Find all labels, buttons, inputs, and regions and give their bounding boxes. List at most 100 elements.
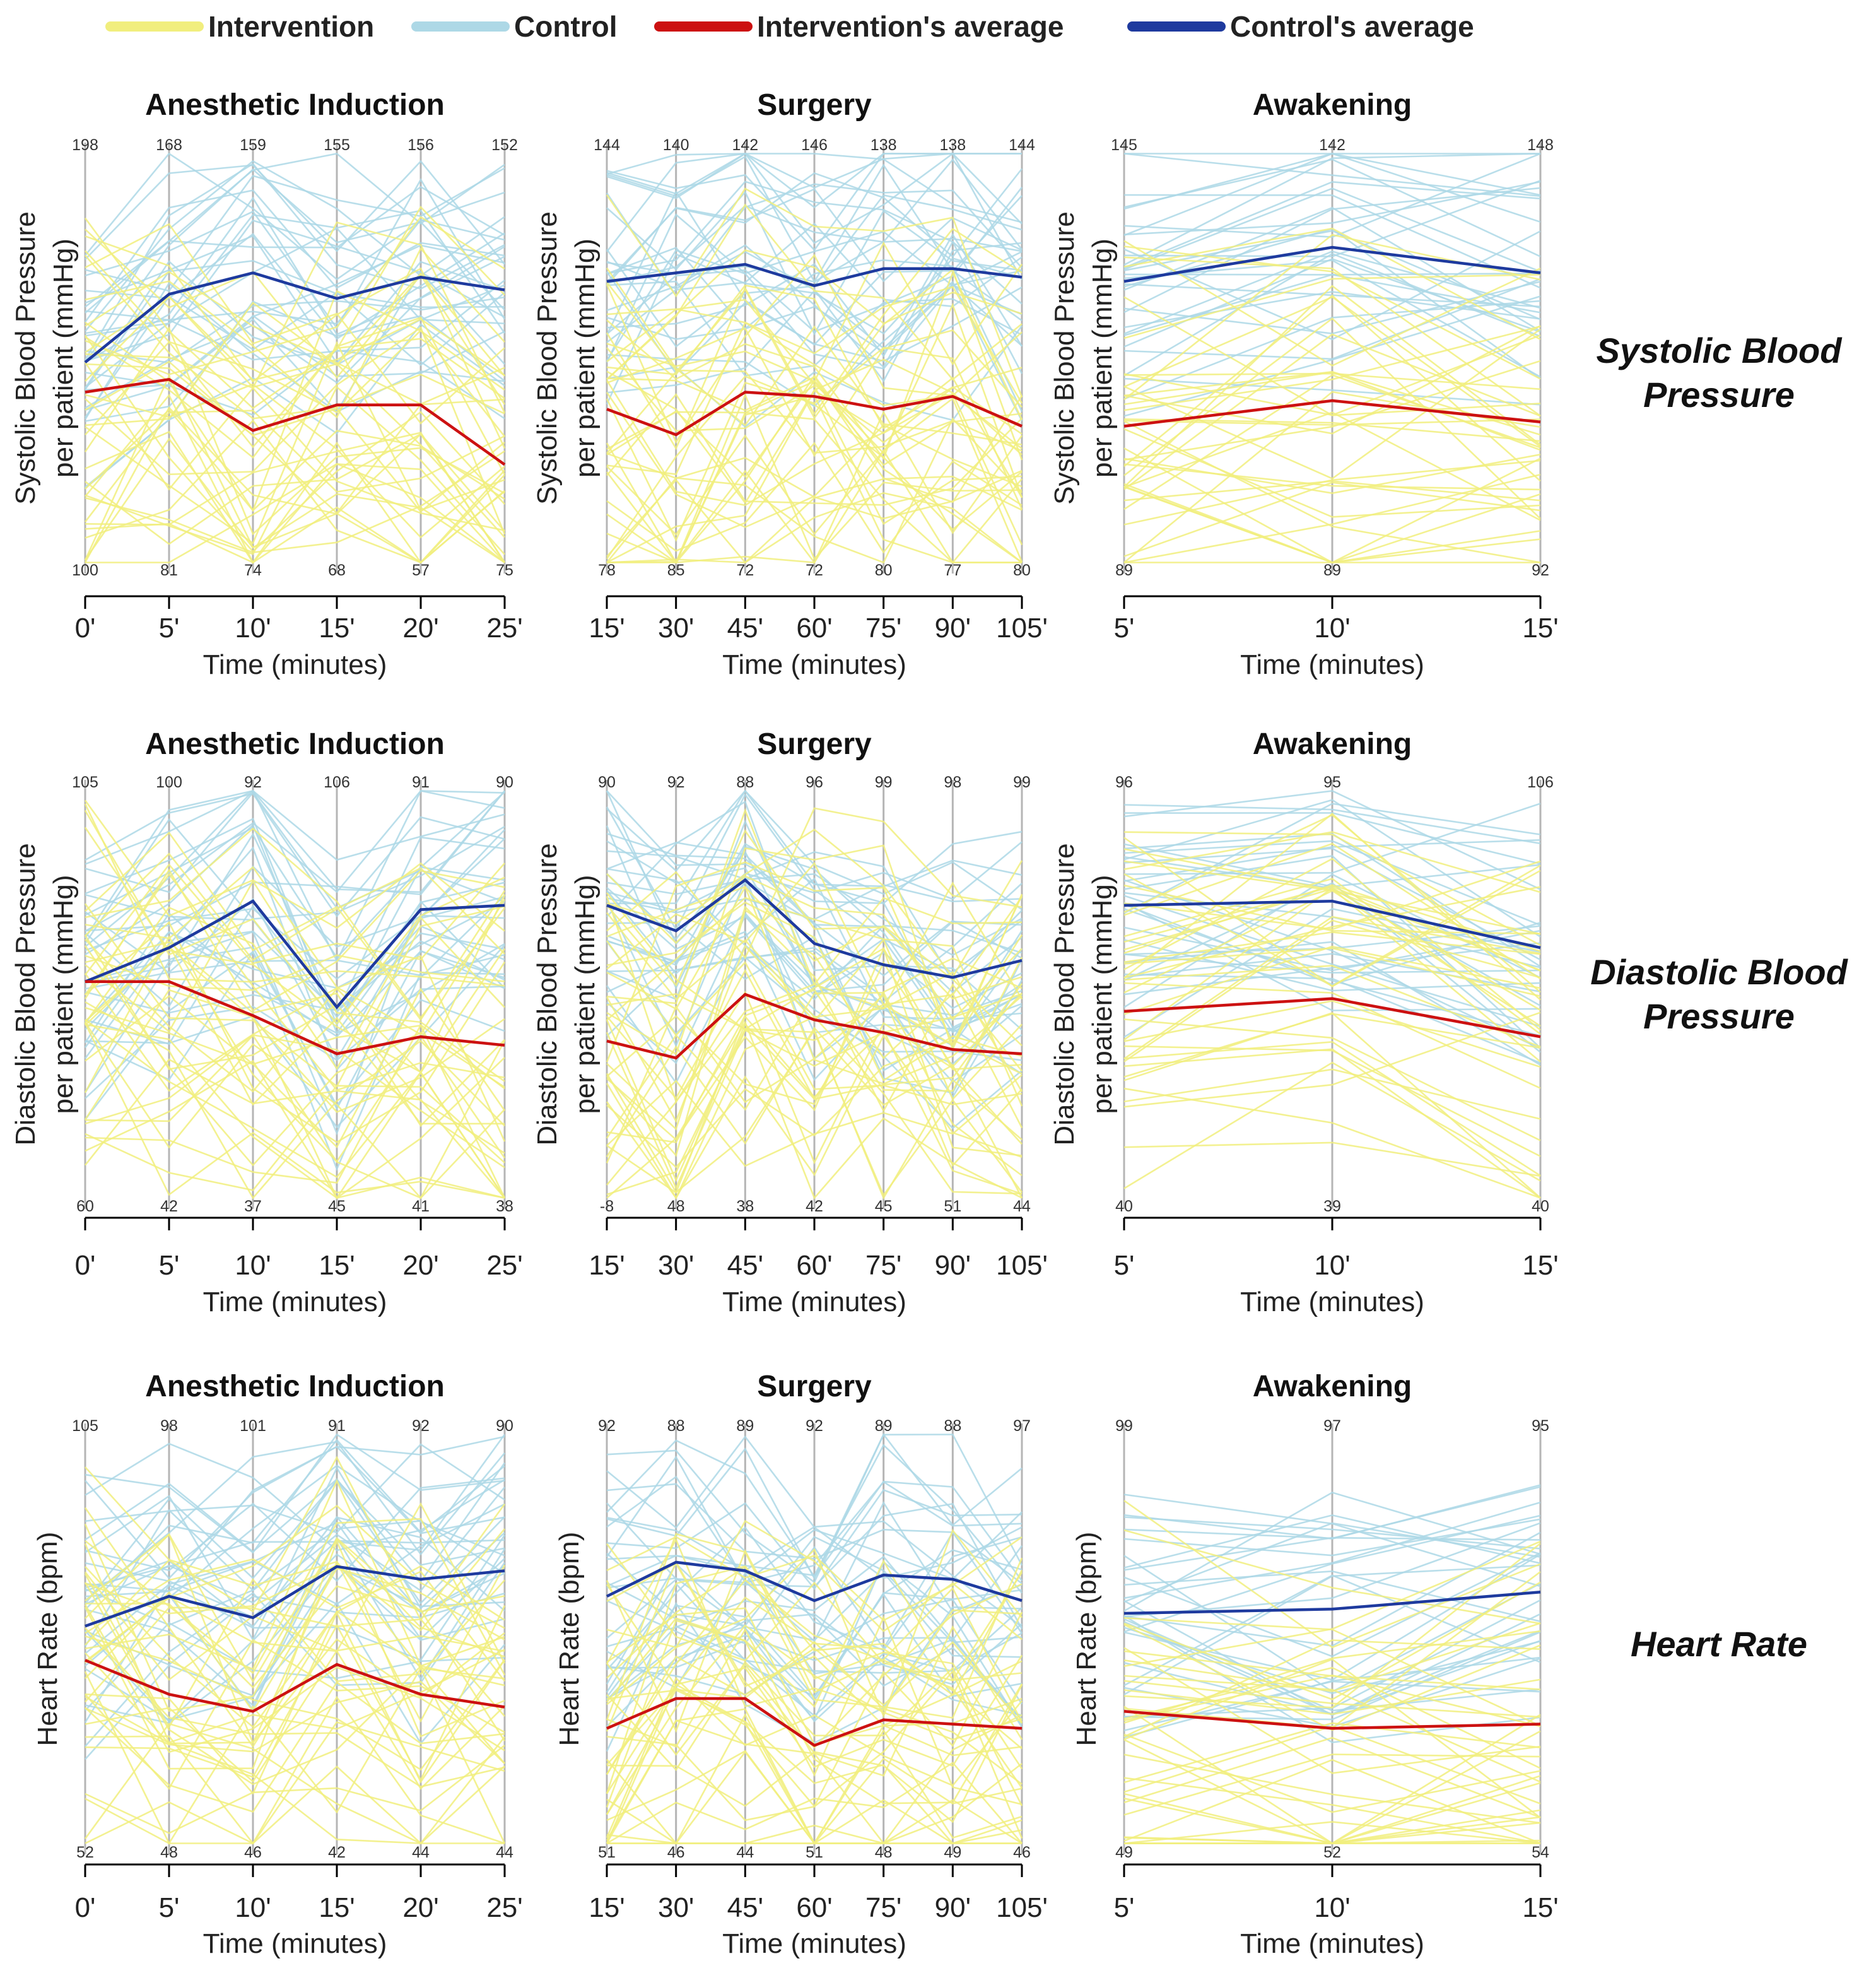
intervention-patient-line <box>84 873 505 1092</box>
x-tick-label: 15' <box>1522 1892 1558 1923</box>
intervention-patient-line <box>84 1022 505 1199</box>
x-tick-label: 90' <box>935 1892 971 1923</box>
intervention-average-line <box>606 1697 1023 1747</box>
panel-title: Awakening <box>1253 727 1412 761</box>
intervention-patient-line <box>84 906 505 1071</box>
control-patient-line <box>85 227 505 337</box>
control-patient-line <box>606 187 1023 335</box>
axis-max-label: 90 <box>496 774 513 791</box>
control-patient-line <box>1123 1564 1541 1695</box>
intervention-patient-line <box>85 223 505 425</box>
control-patient-line <box>1123 939 1541 992</box>
axis-max-label: 91 <box>328 1417 346 1435</box>
legend-item: Intervention <box>105 10 374 43</box>
intervention-patient-line <box>84 799 505 932</box>
control-patient-line <box>1123 803 1541 875</box>
intervention-patient-line <box>606 991 1023 1177</box>
axis-max-label: 105 <box>72 1417 98 1435</box>
intervention-patient-line <box>606 1579 1023 1789</box>
intervention-patient-line <box>1123 1040 1541 1177</box>
y-axis-title: Systolic Blood Pressure <box>1049 211 1080 505</box>
panel-title: Anesthetic Induction <box>145 727 445 761</box>
intervention-patient-line <box>1123 1725 1541 1805</box>
x-tick-label: 105' <box>996 1250 1048 1281</box>
control-patient-line <box>1123 882 1541 1053</box>
intervention-patient-line <box>606 897 1023 1107</box>
intervention-patient-line <box>84 409 505 522</box>
control-patient-line <box>85 1487 506 1605</box>
control-patient-line <box>85 792 505 918</box>
intervention-patient-line <box>85 1745 505 1834</box>
control-patient-line <box>606 1488 1023 1591</box>
axis-max-label: 138 <box>871 136 897 154</box>
control-patient-line <box>84 818 505 945</box>
control-patient-line <box>84 260 505 389</box>
intervention-patient-line <box>606 1074 1023 1167</box>
axis-min-label: 41 <box>412 1198 430 1215</box>
intervention-patient-line <box>85 341 505 545</box>
control-patient-line <box>606 1526 1023 1671</box>
intervention-patient-line <box>606 327 1023 457</box>
intervention-patient-line <box>1123 1061 1541 1189</box>
intervention-patient-line <box>606 417 1023 564</box>
intervention-patient-line <box>85 1695 506 1844</box>
axis-max-label: 106 <box>324 774 350 791</box>
x-tick-label: 15' <box>589 1250 624 1281</box>
y-axis-title: Heart Rate (bpm) <box>1071 1532 1102 1746</box>
intervention-patient-line <box>84 406 505 563</box>
axis-max-label: 95 <box>1323 774 1341 791</box>
intervention-patient-line <box>1123 420 1541 563</box>
intervention-patient-line <box>606 492 1023 563</box>
control-patient-line <box>1123 790 1541 890</box>
intervention-patient-line <box>1123 1529 1541 1625</box>
chart-panel: Surgery 92 88 89 92 89 88 97 51 46 44 51 48 49 46 15' 30… <box>554 1370 1048 1959</box>
intervention-patient-line <box>606 442 1023 554</box>
row-label: Pressure <box>1643 996 1795 1036</box>
chart-panel: Anesthetic Induction 105 100 92 106 91 90 60 42 3… <box>10 727 523 1317</box>
control-patient-line <box>84 163 505 361</box>
axis-min-label: 46 <box>667 1844 685 1861</box>
panel-title: Awakening <box>1253 1370 1412 1403</box>
intervention-patient-line <box>1123 256 1541 417</box>
intervention-patient-line <box>606 912 1023 1092</box>
intervention-patient-line <box>1123 447 1541 563</box>
intervention-patient-line <box>1124 1809 1541 1844</box>
intervention-patient-line <box>85 1585 506 1741</box>
intervention-patient-line <box>1123 371 1541 451</box>
axis-min-label: 40 <box>1115 1198 1133 1215</box>
axis-max-label: 88 <box>736 774 754 791</box>
intervention-average-line <box>85 980 505 1056</box>
intervention-patient-line <box>606 1670 1023 1839</box>
axis-max-label: 146 <box>801 136 828 154</box>
control-patient-line <box>606 153 1023 281</box>
chart-panel: Surgery 90 92 88 96 99 98 99 -8 48 38 42 45 51 44 15' 30… <box>532 727 1048 1317</box>
intervention-patient-line <box>606 905 1023 1131</box>
control-patient-line <box>84 789 505 939</box>
intervention-patient-line <box>606 228 1023 451</box>
x-tick-label: 5' <box>159 613 180 644</box>
intervention-patient-line <box>606 375 1023 560</box>
x-tick-label: 15' <box>589 1892 624 1923</box>
intervention-patient-line <box>1123 831 1541 946</box>
axis-max-label: 91 <box>412 774 430 791</box>
intervention-patient-line <box>84 1723 505 1845</box>
control-patient-line <box>1123 1484 1541 1540</box>
intervention-patient-line <box>1123 831 1541 893</box>
intervention-patient-line <box>85 1034 506 1199</box>
panel-title: Anesthetic Induction <box>145 1370 445 1403</box>
intervention-patient-line <box>606 829 1023 1000</box>
control-patient-line <box>606 945 1023 1129</box>
x-tick-label: 90' <box>935 613 971 644</box>
control-patient-line <box>85 896 505 1061</box>
axis-max-label: 89 <box>875 1417 893 1435</box>
intervention-patient-line <box>85 295 505 538</box>
intervention-patient-line <box>606 1676 1023 1839</box>
legend-label: Control's average <box>1230 10 1474 43</box>
intervention-patient-line <box>606 1533 1023 1723</box>
intervention-patient-line <box>606 886 1023 1085</box>
intervention-patient-line <box>1123 931 1541 963</box>
intervention-patient-line <box>85 235 506 449</box>
intervention-patient-line <box>1123 1048 1541 1199</box>
control-patient-line <box>1123 1514 1541 1633</box>
intervention-patient-line <box>1123 294 1541 482</box>
